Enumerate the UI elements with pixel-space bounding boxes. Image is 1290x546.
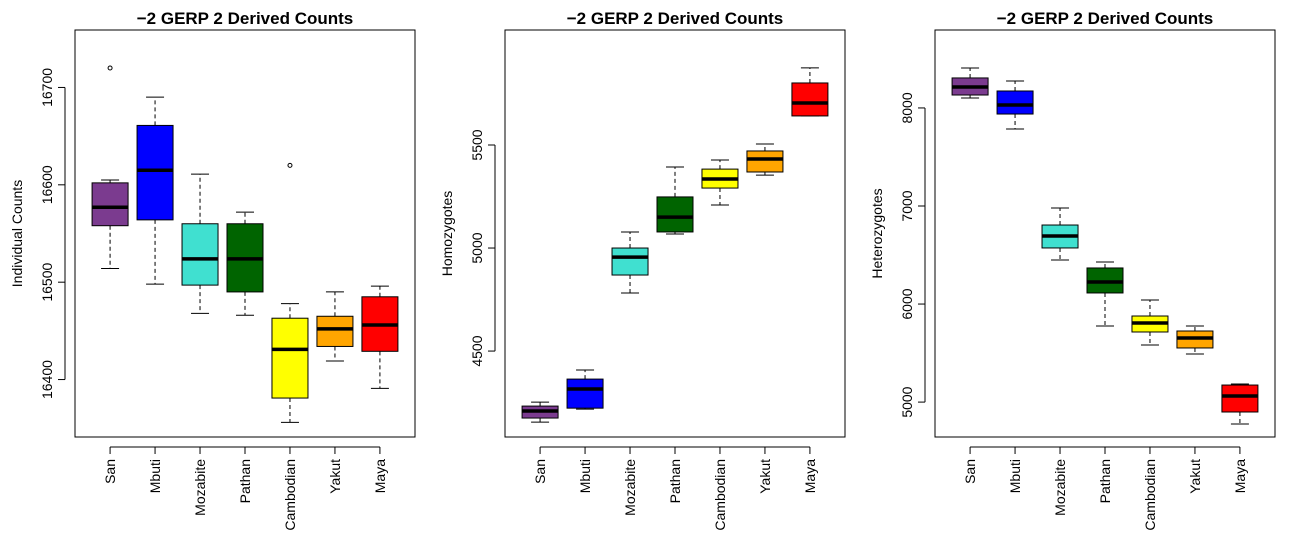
x-tick-label: Maya	[802, 459, 818, 493]
chart-panel: −2 GERP 2 Derived Counts Individual Count…	[9, 9, 416, 531]
x-tick-label: Mozabite	[192, 459, 208, 516]
y-tick-label: 5000	[469, 232, 485, 263]
outlier	[287, 162, 293, 168]
y-tick-label: 16400	[39, 360, 55, 399]
x-tick-label: Pathan	[237, 459, 253, 503]
plot-frame	[934, 29, 1276, 438]
x-tick-label: Pathan	[667, 459, 683, 503]
x-tick-label: San	[532, 459, 548, 484]
y-tick-label: 16600	[39, 165, 55, 204]
x-tick-label: Cambodian	[282, 459, 298, 531]
y-axis-label: Heterozygotes	[869, 188, 885, 278]
chart-title: −2 GERP 2 Derived Counts	[567, 9, 784, 28]
chart-panel: −2 GERP 2 Derived Counts Homozygotes 4500 5…	[439, 9, 846, 531]
chart-panel: −2 GERP 2 Derived Counts Heterozygotes 500…	[869, 9, 1276, 531]
x-tick-label: Yakut	[327, 459, 343, 494]
box	[656, 196, 694, 233]
chart-title: −2 GERP 2 Derived Counts	[137, 9, 354, 28]
box	[746, 150, 784, 173]
box	[1221, 384, 1259, 413]
x-tick-label: Mbuti	[147, 459, 163, 493]
x-tick-label: Yakut	[757, 459, 773, 494]
x-tick-label: Mbuti	[577, 459, 593, 493]
box	[136, 124, 174, 221]
box	[316, 315, 354, 347]
chart-title: −2 GERP 2 Derived Counts	[997, 9, 1214, 28]
box	[91, 182, 129, 227]
x-tick-label: Cambodian	[1142, 459, 1158, 531]
y-tick-label: 7000	[899, 190, 915, 221]
y-axis-label: Individual Counts	[9, 180, 25, 287]
box	[611, 247, 649, 276]
y-axis-label: Homozygotes	[439, 191, 455, 277]
y-tick-label: 5500	[469, 129, 485, 160]
x-tick-label: Maya	[1232, 459, 1248, 493]
x-tick-label: Mbuti	[1007, 459, 1023, 493]
plot-frame	[504, 29, 846, 438]
x-tick-label: San	[102, 459, 118, 484]
plot-frame	[74, 29, 416, 438]
y-tick-label: 6000	[899, 288, 915, 319]
x-tick-label: San	[962, 459, 978, 484]
x-tick-label: Mozabite	[622, 459, 638, 516]
x-tick-label: Yakut	[1187, 459, 1203, 494]
x-tick-label: Mozabite	[1052, 459, 1068, 516]
outlier	[107, 65, 113, 71]
y-tick-label: 5000	[899, 386, 915, 417]
box	[996, 90, 1034, 115]
y-tick-label: 8000	[899, 92, 915, 123]
x-tick-label: Maya	[372, 459, 388, 493]
box	[181, 223, 219, 286]
y-tick-label: 16700	[39, 68, 55, 107]
box	[566, 378, 604, 409]
box	[791, 82, 829, 117]
box	[271, 317, 309, 399]
y-tick-label: 4500	[469, 335, 485, 366]
x-tick-label: Pathan	[1097, 459, 1113, 503]
x-tick-label: Cambodian	[712, 459, 728, 531]
y-tick-label: 16500	[39, 263, 55, 302]
